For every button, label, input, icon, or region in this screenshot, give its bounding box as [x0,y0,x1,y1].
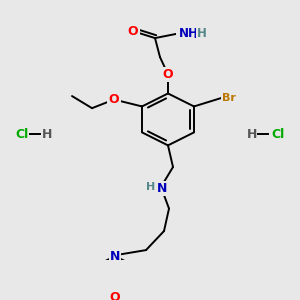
Text: N: N [157,182,167,195]
Text: 2: 2 [193,31,199,40]
Text: O: O [109,93,119,106]
Text: Cl: Cl [272,128,285,141]
Text: O: O [163,68,173,81]
Text: Br: Br [222,93,236,103]
Text: H: H [247,128,257,141]
Text: N: N [110,250,120,263]
Text: O: O [128,25,138,38]
Text: Cl: Cl [15,128,28,141]
Text: NH₂: NH₂ [177,29,200,39]
Text: H: H [197,27,207,40]
Text: H: H [146,182,156,192]
Text: H: H [42,128,52,141]
Text: NH: NH [179,27,199,40]
Text: O: O [110,291,120,300]
